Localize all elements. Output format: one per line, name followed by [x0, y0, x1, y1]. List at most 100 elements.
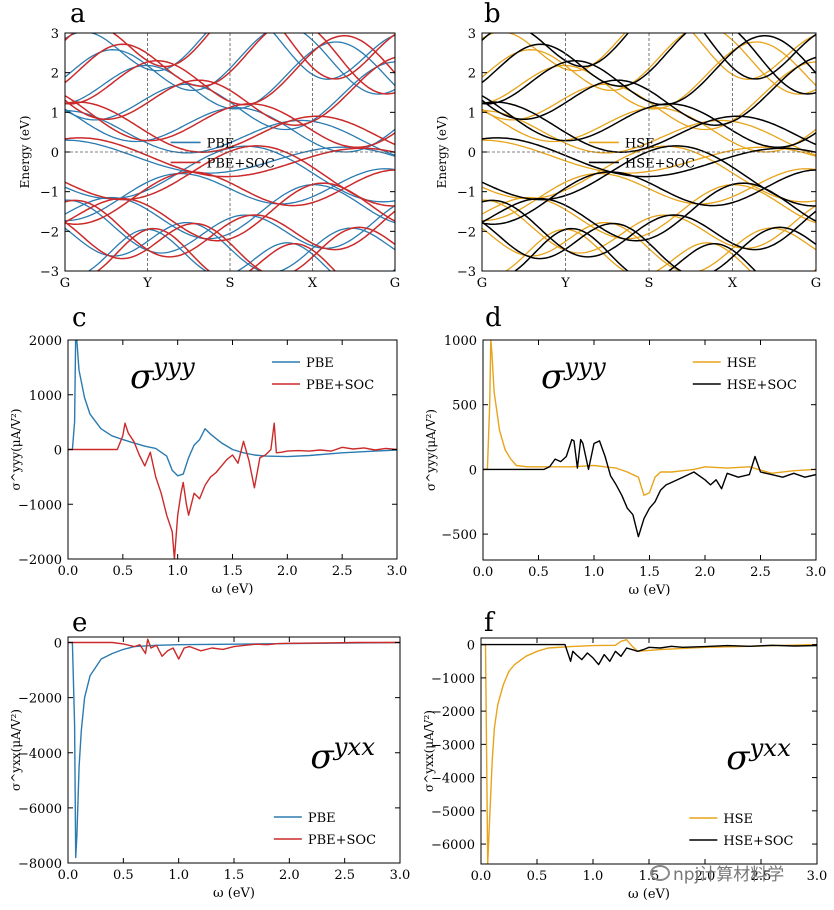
- legend-label: PBE: [306, 356, 334, 371]
- y-tick-label: −4000: [18, 747, 62, 762]
- legend: PBE PBE+SOC: [170, 136, 275, 171]
- band-hse-12: [504, 228, 816, 271]
- x-tick-label: G: [390, 276, 400, 291]
- legend: PBE PBE+SOC: [273, 811, 376, 848]
- y-tick-label: 3: [468, 27, 476, 42]
- panel-label: f: [484, 608, 496, 638]
- y-tick-label: −2000: [18, 692, 62, 707]
- band-pbe-soc-6: [65, 137, 395, 178]
- legend-label: PBE+SOC: [306, 378, 374, 393]
- series-line-pbe-soc: [68, 422, 397, 559]
- legend: HSE HSE+SOC: [692, 356, 797, 393]
- y-tick-label: −2: [40, 225, 59, 240]
- band-pbe-soc-10: [65, 199, 395, 258]
- legend-label: PBE: [207, 136, 235, 151]
- x-tick-label: 1.5: [639, 565, 660, 580]
- axes-frame: [482, 339, 817, 561]
- y-tick-label: −6000: [431, 838, 475, 853]
- y-tick-label: 1000: [29, 389, 62, 404]
- x-tick-label: 3.0: [807, 869, 828, 884]
- watermark: npj计算材料学: [650, 860, 784, 885]
- y-axis-label: σ^yxx(μA/V²): [422, 710, 436, 792]
- legend-label: HSE+SOC: [727, 378, 797, 393]
- y-tick-label: 0: [468, 146, 476, 161]
- legend-label: HSE+SOC: [723, 834, 793, 849]
- legend-label: HSE: [625, 136, 655, 151]
- legend-label: PBE+SOC: [207, 156, 275, 171]
- wechat-icon: [650, 865, 670, 881]
- x-tick-label: S: [226, 276, 235, 291]
- x-tick-label: Y: [142, 276, 152, 291]
- panel-e: e 0.0 0.5 1.0 1.5 2.0 2.5 3.0 0 −2000 −4000 −6000 −8…: [9, 608, 410, 901]
- x-tick-label: 1.5: [222, 564, 243, 579]
- x-tick-label: 0.5: [113, 868, 134, 883]
- panel-c: c 0.0 0.5 1.0 1.5 2.0 2.5 3.0 2000 1000 0 −1000 −200…: [9, 303, 407, 597]
- y-tick-label: 0: [51, 146, 59, 161]
- y-tick-label: −1: [457, 186, 476, 201]
- x-tick-label: X: [728, 276, 738, 291]
- y-tick-label: −4000: [431, 772, 475, 787]
- y-axis-label: Energy (eV): [435, 116, 449, 189]
- panel-label: a: [70, 0, 86, 29]
- band-hse-soc-5: [482, 33, 816, 80]
- band-hse-soc-4: [482, 33, 816, 95]
- x-tick-label: Y: [560, 276, 570, 291]
- x-tick-label: 1.5: [224, 868, 245, 883]
- x-tick-label: G: [477, 276, 487, 291]
- panel-label: c: [72, 303, 87, 333]
- band-hse-soc-10: [482, 199, 816, 258]
- x-tick-label: 3.0: [390, 868, 411, 883]
- legend: HSE HSE+SOC: [588, 136, 695, 171]
- series-lines: [481, 639, 817, 864]
- band-hse-6: [482, 139, 816, 174]
- x-axis-label: ω (eV): [213, 886, 255, 901]
- series-lines: [68, 340, 397, 559]
- y-tick-label: −3: [40, 265, 59, 280]
- series-lines: [68, 638, 400, 859]
- x-tick-label: 2.5: [332, 564, 353, 579]
- y-axis-label: σ^yyy(μA/V²): [9, 409, 23, 491]
- y-tick-label: −1000: [18, 498, 62, 513]
- panel-label: e: [72, 608, 87, 638]
- x-tick-label: 3.0: [387, 564, 408, 579]
- panel-label: d: [485, 303, 502, 333]
- series-line-pbe: [68, 641, 400, 859]
- x-tick-label: 0.0: [58, 564, 79, 579]
- y-tick-label: 0: [54, 444, 62, 459]
- panel-title: σyxx: [310, 732, 375, 777]
- y-tick-label: −2000: [431, 705, 475, 720]
- x-tick-label: 2.0: [277, 564, 298, 579]
- y-tick-label: −2: [457, 225, 476, 240]
- x-tick-label: 0.0: [58, 868, 79, 883]
- y-tick-label: 0: [54, 637, 62, 652]
- band-pbe-12: [87, 228, 395, 271]
- y-tick-label: 1000: [444, 334, 477, 349]
- y-tick-label: −500: [441, 528, 477, 543]
- y-tick-label: 0: [469, 463, 477, 478]
- y-tick-label: −3000: [431, 738, 475, 753]
- series-lines: [483, 340, 816, 538]
- watermark-text: npj计算材料学: [673, 865, 785, 885]
- x-tick-label: X: [308, 276, 318, 291]
- y-tick-label: −1000: [431, 672, 475, 687]
- y-tick-label: −2000: [18, 553, 62, 568]
- band-pbe-5: [65, 33, 395, 80]
- panel-title: σyyy: [130, 352, 196, 397]
- y-tick-label: −6000: [18, 802, 62, 817]
- x-tick-label: 1.0: [168, 868, 189, 883]
- x-tick-label: 3.0: [806, 565, 827, 580]
- y-tick-label: 2000: [29, 334, 62, 349]
- x-tick-label: 2.5: [334, 868, 355, 883]
- band-hse-soc-0: [482, 101, 816, 153]
- band-pbe-soc-5: [65, 33, 395, 80]
- y-tick-label: −5000: [431, 805, 475, 820]
- band-hse-soc-3: [482, 35, 816, 106]
- series-line-hse: [483, 340, 816, 496]
- legend: PBE PBE+SOC: [271, 356, 374, 393]
- x-tick-label: 2.5: [750, 565, 771, 580]
- panel-label: b: [484, 0, 501, 29]
- band-pbe-soc-3: [65, 35, 395, 106]
